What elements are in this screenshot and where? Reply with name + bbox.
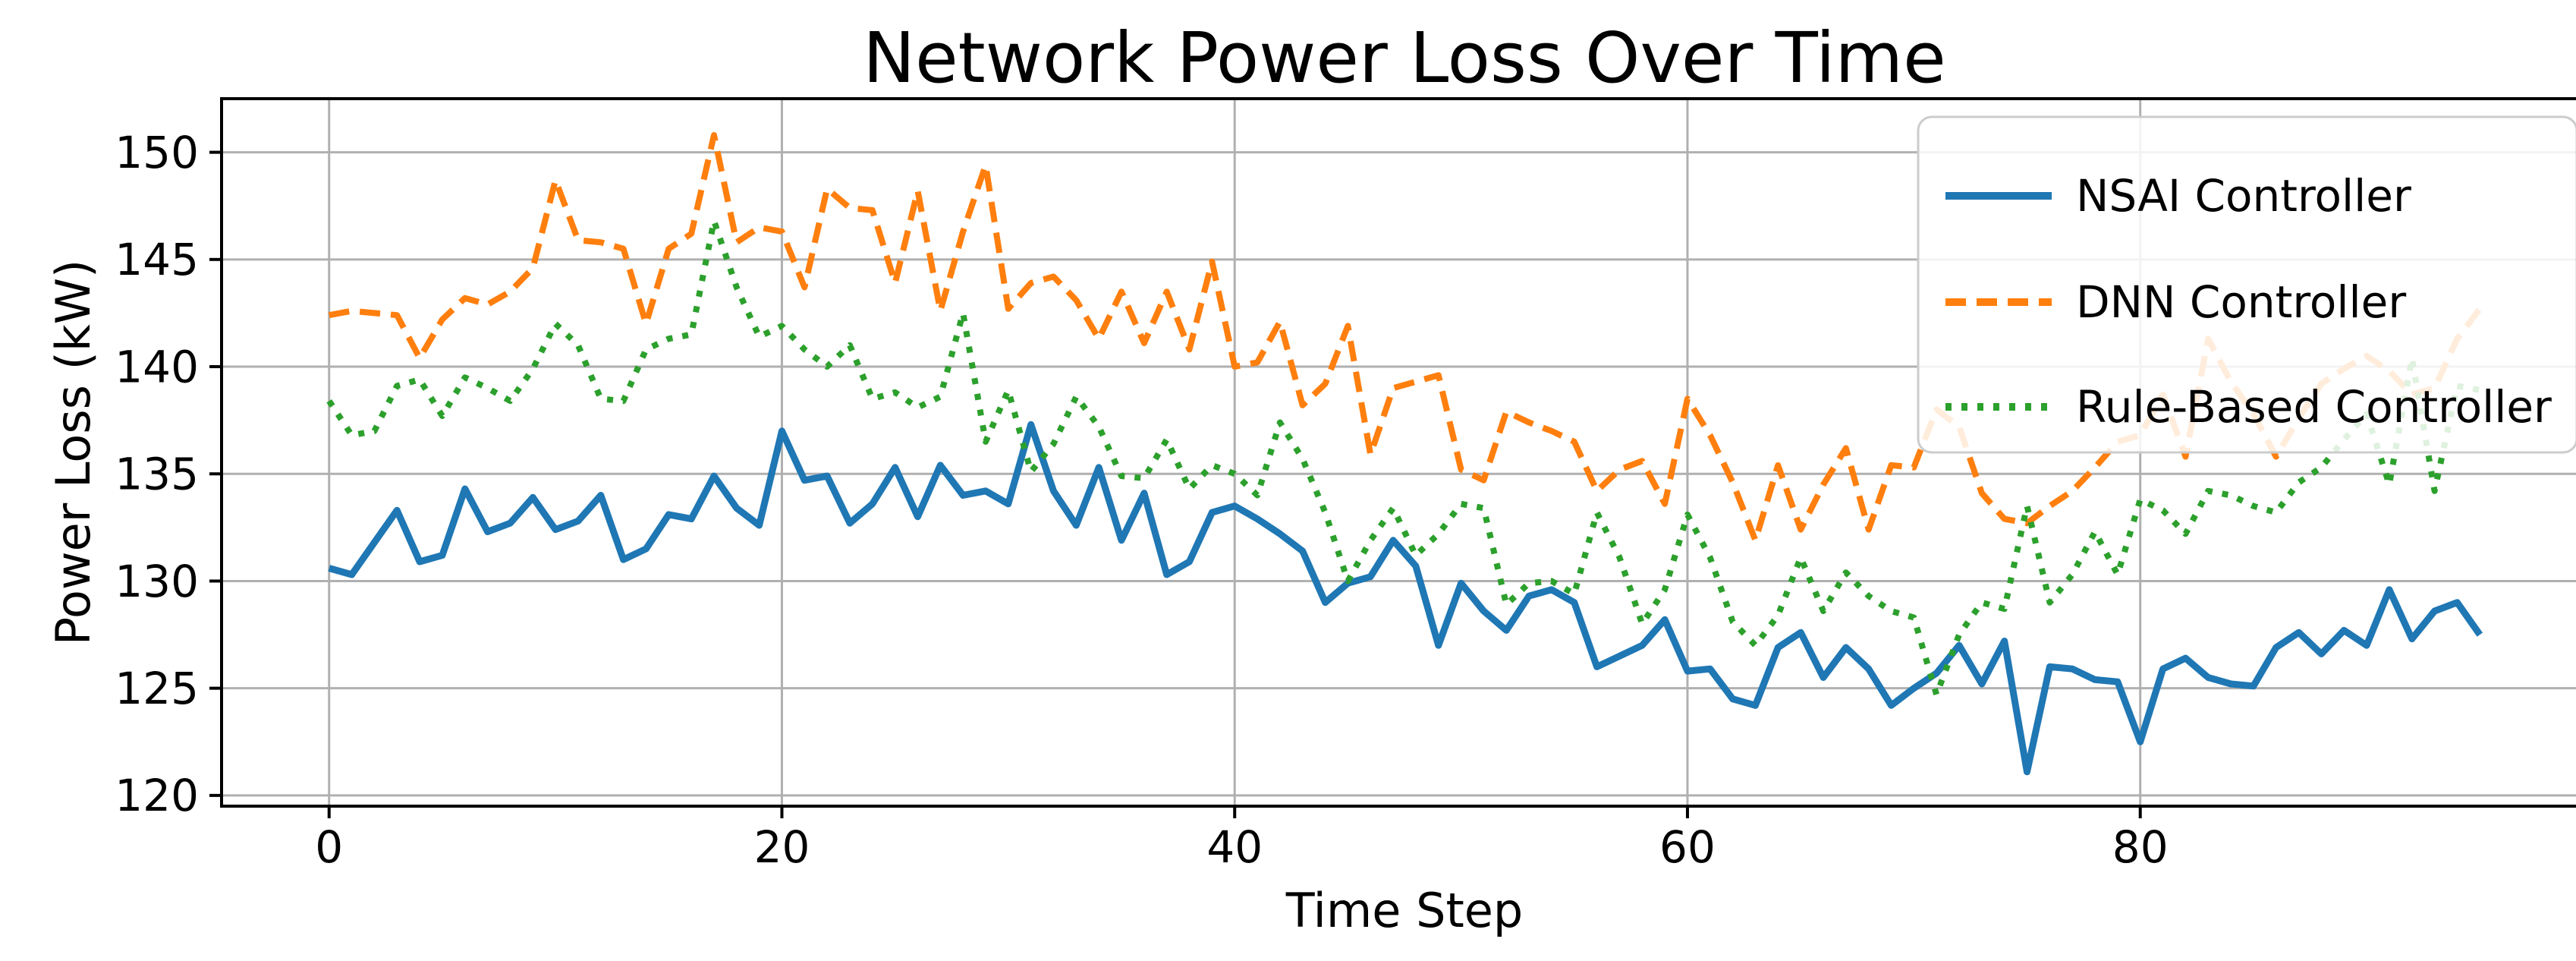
axes-spines	[220, 97, 2576, 808]
legend-label: DNN Controller	[2076, 276, 2406, 328]
y-tick-label: 125	[115, 663, 199, 714]
y-tick-label: 130	[115, 556, 199, 607]
x-tick-label: 20	[754, 821, 810, 873]
y-axis-label: Power Loss (kW)	[46, 260, 101, 645]
y-tick-label: 135	[115, 449, 199, 500]
chart-canvas: 0 20 40 60 80 120 125 130 135 140 145 150 Network Po…	[30, 12, 2576, 949]
legend-label: NSAI Controller	[2076, 170, 2411, 222]
x-axis-label: Time Step	[1285, 883, 1524, 938]
y-tick-label: 150	[115, 127, 199, 178]
legend-label: Rule-Based Controller	[2076, 381, 2552, 433]
series-line-nsai-controller	[328, 421, 2483, 776]
series-line-rule-based-controller	[326, 218, 2481, 698]
x-tick-label: 40	[1206, 821, 1263, 873]
x-tick-label: 60	[1659, 821, 1716, 873]
y-tick-label: 145	[115, 234, 199, 285]
chart-title: Network Power Loss Over Time	[863, 17, 1945, 99]
x-tick-label: 0	[315, 821, 343, 873]
y-tick-label: 120	[115, 770, 199, 821]
x-tick-label: 80	[2112, 821, 2169, 873]
y-tick-label: 140	[115, 341, 199, 392]
power-loss-chart-figure: 0 20 40 60 80 120 125 130 135 140 145 150 Network Po…	[30, 12, 2576, 949]
legend-box	[1917, 115, 2576, 454]
